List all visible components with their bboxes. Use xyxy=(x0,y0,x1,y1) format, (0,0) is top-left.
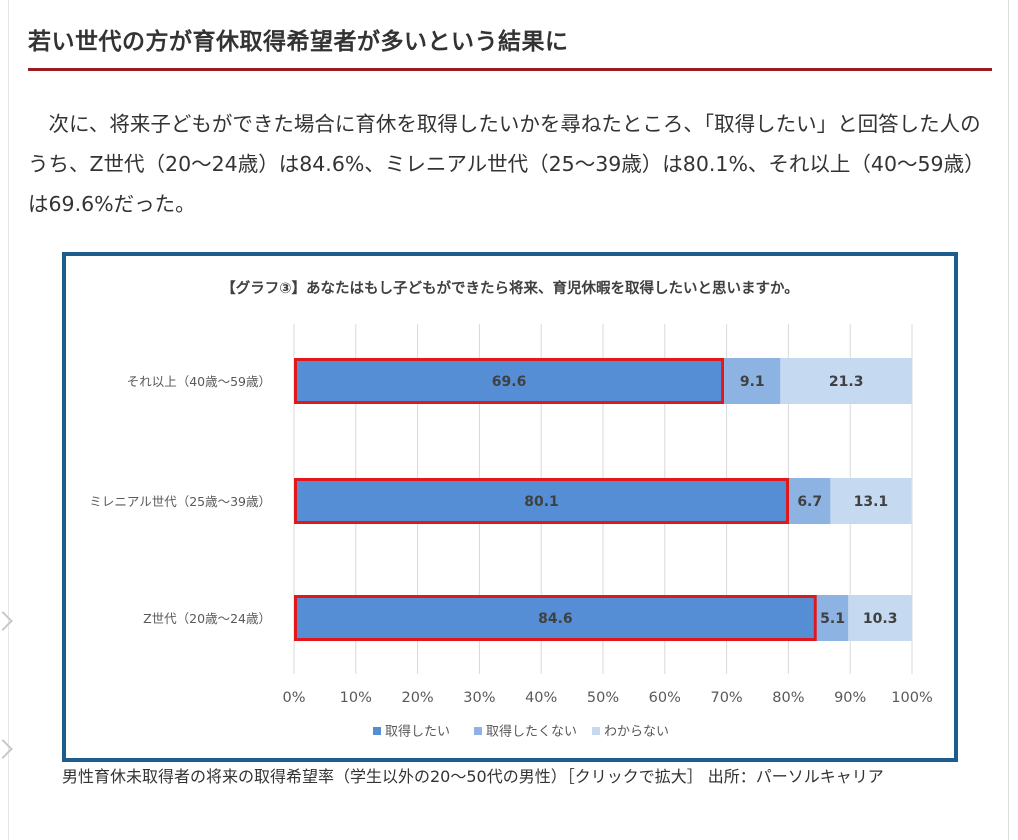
bar-segment xyxy=(294,358,725,404)
left-rail xyxy=(0,0,13,840)
x-tick-label: 30% xyxy=(463,690,495,706)
data-label: 10.3 xyxy=(863,611,898,627)
figure-caption: 男性育休未取得者の将来の取得希望率（学生以外の20～50代の男性）［クリックで拡… xyxy=(62,767,884,786)
x-tick-label: 70% xyxy=(710,690,742,706)
category-label: ミレニアル世代（25歳～39歳） xyxy=(89,494,271,509)
x-tick-label: 40% xyxy=(525,690,557,706)
legend-swatch xyxy=(474,727,482,735)
section-heading: 若い世代の方が育休取得希望者が多いという結果に xyxy=(28,22,992,71)
bar-segment xyxy=(789,478,831,524)
data-label: 9.1 xyxy=(740,374,765,390)
bar-segment xyxy=(724,358,781,404)
highlight-box xyxy=(294,595,817,641)
data-label: 13.1 xyxy=(854,494,889,510)
right-divider xyxy=(1008,0,1009,840)
legend-label: わからない xyxy=(604,725,669,740)
bar-segment xyxy=(848,595,912,641)
legend-label: 取得したい xyxy=(385,724,450,740)
x-tick-label: 60% xyxy=(649,690,681,706)
legend-swatch xyxy=(373,727,381,735)
data-label: 84.6 xyxy=(538,611,573,627)
data-label: 6.7 xyxy=(797,494,822,510)
x-tick-label: 100% xyxy=(891,690,932,706)
category-label: それ以上（40歳～59歳） xyxy=(127,374,271,389)
chevron-right-icon[interactable] xyxy=(0,739,13,759)
x-tick-label: 10% xyxy=(340,690,372,706)
legend-swatch xyxy=(592,727,600,735)
x-tick-label: 80% xyxy=(772,690,804,706)
article-paragraph: 次に、将来子どもができた場合に育休を取得したいかを尋ねたところ、「取得したい」と… xyxy=(28,112,985,216)
highlight-box xyxy=(294,478,790,524)
bar-segment xyxy=(816,595,849,641)
x-tick-label: 50% xyxy=(587,690,619,706)
data-label: 69.6 xyxy=(492,374,527,390)
chevron-right-icon[interactable] xyxy=(0,611,13,631)
data-label: 21.3 xyxy=(829,374,864,390)
bar-segment xyxy=(294,478,790,524)
data-label: 5.1 xyxy=(820,611,845,627)
x-tick-label: 0% xyxy=(282,690,305,706)
x-tick-label: 90% xyxy=(834,690,866,706)
x-tick-label: 20% xyxy=(401,690,433,706)
data-label: 80.1 xyxy=(524,494,559,510)
chart-figure[interactable]: 【グラフ③】あなたはもし子どもができたら将来、育児休暇を取得したいと思いますか。… xyxy=(62,252,958,762)
bar-segment xyxy=(830,478,912,524)
legend-label: 取得したくない xyxy=(486,724,577,740)
chart-title: 【グラフ③】あなたはもし子どもができたら将来、育児休暇を取得したいと思いますか。 xyxy=(221,279,798,297)
stacked-bar-chart: 【グラフ③】あなたはもし子どもができたら将来、育児休暇を取得したいと思いますか。… xyxy=(89,279,932,740)
highlight-box xyxy=(294,358,725,404)
bar-segment xyxy=(780,358,912,404)
category-label: Z世代（20歳～24歳） xyxy=(143,611,271,626)
bar-segment xyxy=(294,595,817,641)
